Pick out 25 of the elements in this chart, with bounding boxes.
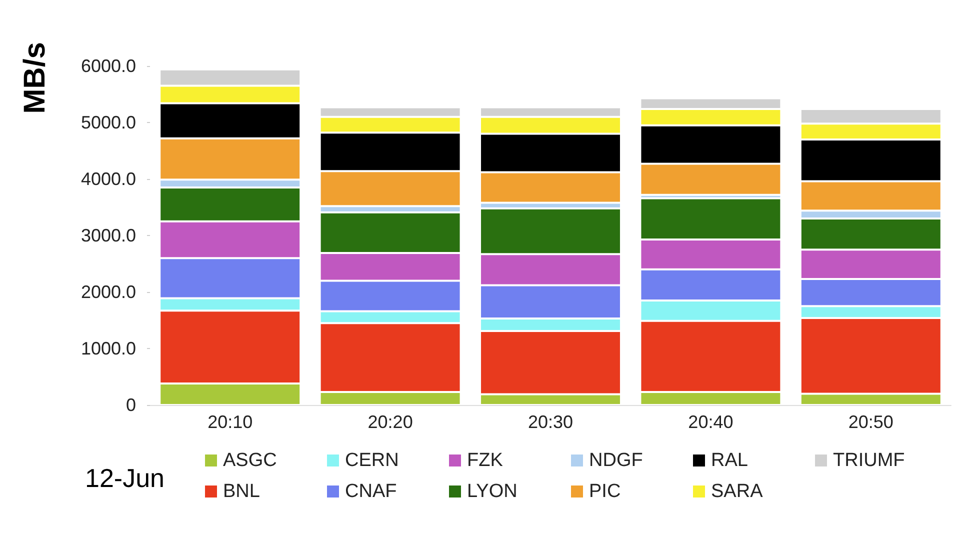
legend-label: FZK xyxy=(467,450,504,471)
y-tick-label: 5000.0 xyxy=(80,112,136,132)
legend-label: TRIUMF xyxy=(833,450,905,471)
y-tick-label: 3000.0 xyxy=(80,226,136,246)
y-tick-label: 6000.0 xyxy=(80,56,136,76)
legend-label: BNL xyxy=(223,481,260,502)
x-tick-label: 20:40 xyxy=(688,412,734,432)
legend-label: LYON xyxy=(467,481,518,502)
y-tick-label: 0 xyxy=(126,395,136,415)
y-tick-label: 1000.0 xyxy=(80,338,136,358)
legend-label: RAL xyxy=(711,450,748,471)
y-tick-label: 2000.0 xyxy=(80,282,136,302)
legend-label: NDGF xyxy=(589,450,643,471)
legend-label: CERN xyxy=(345,450,399,471)
legend-label: PIC xyxy=(589,481,621,502)
legend-label: CNAF xyxy=(345,481,397,502)
y-axis-title: MB/s xyxy=(18,42,52,114)
legend-label: ASGC xyxy=(223,450,277,471)
legend-label: SARA xyxy=(711,481,764,502)
x-tick-label: 20:20 xyxy=(368,412,413,432)
x-tick-label: 20:10 xyxy=(208,412,253,432)
text: 12-Jun xyxy=(85,463,164,493)
x-tick-label: 20:50 xyxy=(848,412,894,432)
y-tick-label: 4000.0 xyxy=(80,169,136,189)
x-tick-label: 20:30 xyxy=(528,412,574,432)
